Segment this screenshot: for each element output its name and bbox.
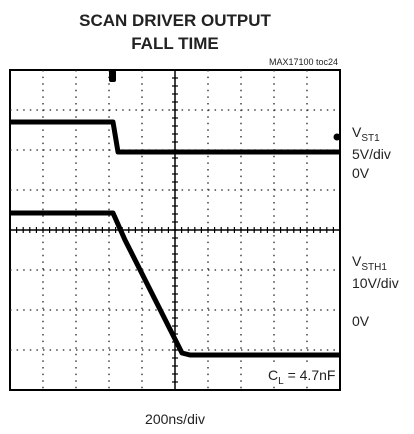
channel-scale: 5V/div: [352, 146, 391, 162]
timebase: 200ns/div: [145, 411, 205, 427]
channel-zero: 0V: [352, 165, 370, 181]
channel-scale: 10V/div: [352, 275, 399, 291]
channel-zero: 0V: [352, 313, 370, 329]
channel-label: VSTH1: [352, 253, 387, 273]
channel-label: VST1: [352, 124, 380, 144]
load-label: CL = 4.7nF: [268, 367, 335, 387]
level-marker: [333, 133, 341, 141]
trace-vsth1: [10, 210, 340, 358]
title-line: FALL TIME: [131, 34, 219, 53]
title-line: SCAN DRIVER OUTPUT: [79, 11, 271, 30]
label-background: [262, 362, 338, 386]
trigger-marker: [109, 70, 116, 82]
figure-id: MAX17100 toc24: [269, 57, 338, 67]
trace-vst1: [10, 119, 340, 155]
